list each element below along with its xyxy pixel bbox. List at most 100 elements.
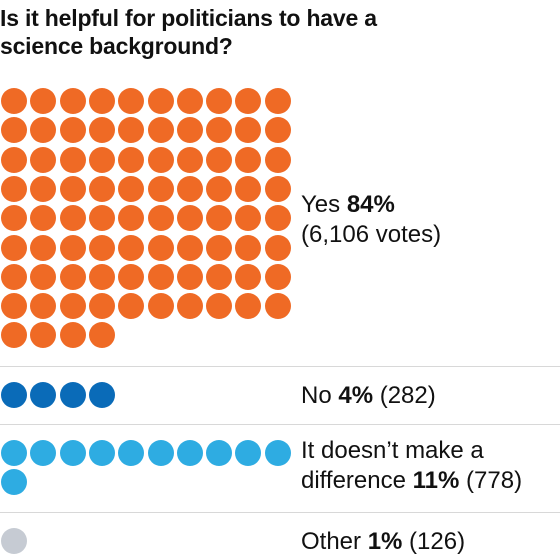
dot-yes xyxy=(176,293,203,320)
dot-yes xyxy=(147,205,174,232)
label-difference: It doesn’t make a difference 11% (778) xyxy=(301,436,522,496)
dot-no xyxy=(1,382,27,408)
label-no: No 4% (282) xyxy=(301,382,436,409)
dot-yes xyxy=(206,293,233,320)
dot-yes xyxy=(176,88,203,114)
dot-yes xyxy=(206,88,233,114)
dot-no xyxy=(59,382,86,408)
dot-yes xyxy=(206,205,233,232)
dot-yes xyxy=(264,234,291,261)
dot-difference xyxy=(30,440,57,466)
dot-no xyxy=(88,382,115,408)
dot-yes xyxy=(88,146,115,173)
dot-yes xyxy=(59,322,86,349)
dot-yes xyxy=(88,322,115,349)
dot-yes xyxy=(235,205,262,232)
dot-yes xyxy=(1,175,27,202)
dot-yes xyxy=(206,234,233,261)
dot-yes xyxy=(1,117,27,144)
dot-yes xyxy=(176,146,203,173)
dot-yes xyxy=(264,205,291,232)
dot-yes xyxy=(118,234,145,261)
dot-yes xyxy=(1,146,27,173)
dot-difference xyxy=(1,440,27,466)
dot-yes xyxy=(235,263,262,290)
dot-yes xyxy=(30,293,57,320)
dot-yes xyxy=(235,117,262,144)
divider xyxy=(0,512,560,513)
dot-other xyxy=(1,528,27,554)
dot-yes xyxy=(88,175,115,202)
dot-yes xyxy=(1,263,27,290)
dot-yes xyxy=(59,293,86,320)
dot-yes xyxy=(30,88,57,114)
dot-yes xyxy=(88,234,115,261)
dot-yes xyxy=(1,88,27,114)
dot-yes xyxy=(30,146,57,173)
dot-yes xyxy=(206,263,233,290)
dot-yes xyxy=(147,293,174,320)
dot-difference xyxy=(264,440,291,466)
dot-yes xyxy=(1,205,27,232)
label-difference-line2: difference 11% (778) xyxy=(301,467,523,494)
dot-yes xyxy=(30,322,57,349)
dot-yes xyxy=(118,146,145,173)
dot-yes xyxy=(147,117,174,144)
dot-difference xyxy=(235,440,262,466)
dot-yes xyxy=(30,117,57,144)
dot-yes xyxy=(147,263,174,290)
divider xyxy=(0,366,560,367)
dot-yes xyxy=(30,234,57,261)
label-other: Other 1% (126) xyxy=(301,528,466,555)
chart-title: Is it helpful for politicians to have a … xyxy=(0,5,377,59)
dot-yes xyxy=(88,88,115,114)
dot-yes xyxy=(176,175,203,202)
dot-difference xyxy=(206,440,233,466)
dot-yes xyxy=(59,175,86,202)
dot-difference xyxy=(118,440,145,466)
dot-yes xyxy=(88,117,115,144)
dot-yes xyxy=(118,293,145,320)
label-yes-line1: Yes 84% xyxy=(301,191,395,218)
dot-yes xyxy=(235,88,262,114)
dot-yes xyxy=(206,175,233,202)
dot-difference xyxy=(59,440,86,466)
dot-yes xyxy=(235,234,262,261)
dot-yes xyxy=(147,175,174,202)
dot-yes xyxy=(147,234,174,261)
dot-yes xyxy=(176,234,203,261)
label-yes: Yes 84% (6,106 votes) xyxy=(301,190,441,250)
dot-yes xyxy=(30,205,57,232)
dot-yes xyxy=(264,175,291,202)
dot-yes xyxy=(264,263,291,290)
dot-yes xyxy=(176,263,203,290)
dot-yes xyxy=(88,293,115,320)
dot-yes xyxy=(118,117,145,144)
dot-yes xyxy=(59,117,86,144)
dot-yes xyxy=(59,146,86,173)
dot-yes xyxy=(235,146,262,173)
dot-difference xyxy=(147,440,174,466)
dot-yes xyxy=(118,263,145,290)
dot-yes xyxy=(59,88,86,114)
dot-yes xyxy=(264,88,291,114)
dot-yes xyxy=(206,117,233,144)
dot-yes xyxy=(235,175,262,202)
dot-yes xyxy=(30,263,57,290)
dot-yes xyxy=(147,88,174,114)
dot-yes xyxy=(206,146,233,173)
dot-yes xyxy=(118,88,145,114)
dot-yes xyxy=(118,175,145,202)
dot-yes xyxy=(118,205,145,232)
dot-yes xyxy=(1,322,27,349)
dot-yes xyxy=(88,205,115,232)
dot-difference xyxy=(176,440,203,466)
dot-yes xyxy=(59,205,86,232)
dot-yes xyxy=(235,293,262,320)
label-difference-line1: It doesn’t make a xyxy=(301,437,484,464)
dot-yes xyxy=(88,263,115,290)
dot-yes xyxy=(176,117,203,144)
dot-yes xyxy=(30,175,57,202)
dot-no xyxy=(30,382,57,408)
dot-yes xyxy=(264,117,291,144)
